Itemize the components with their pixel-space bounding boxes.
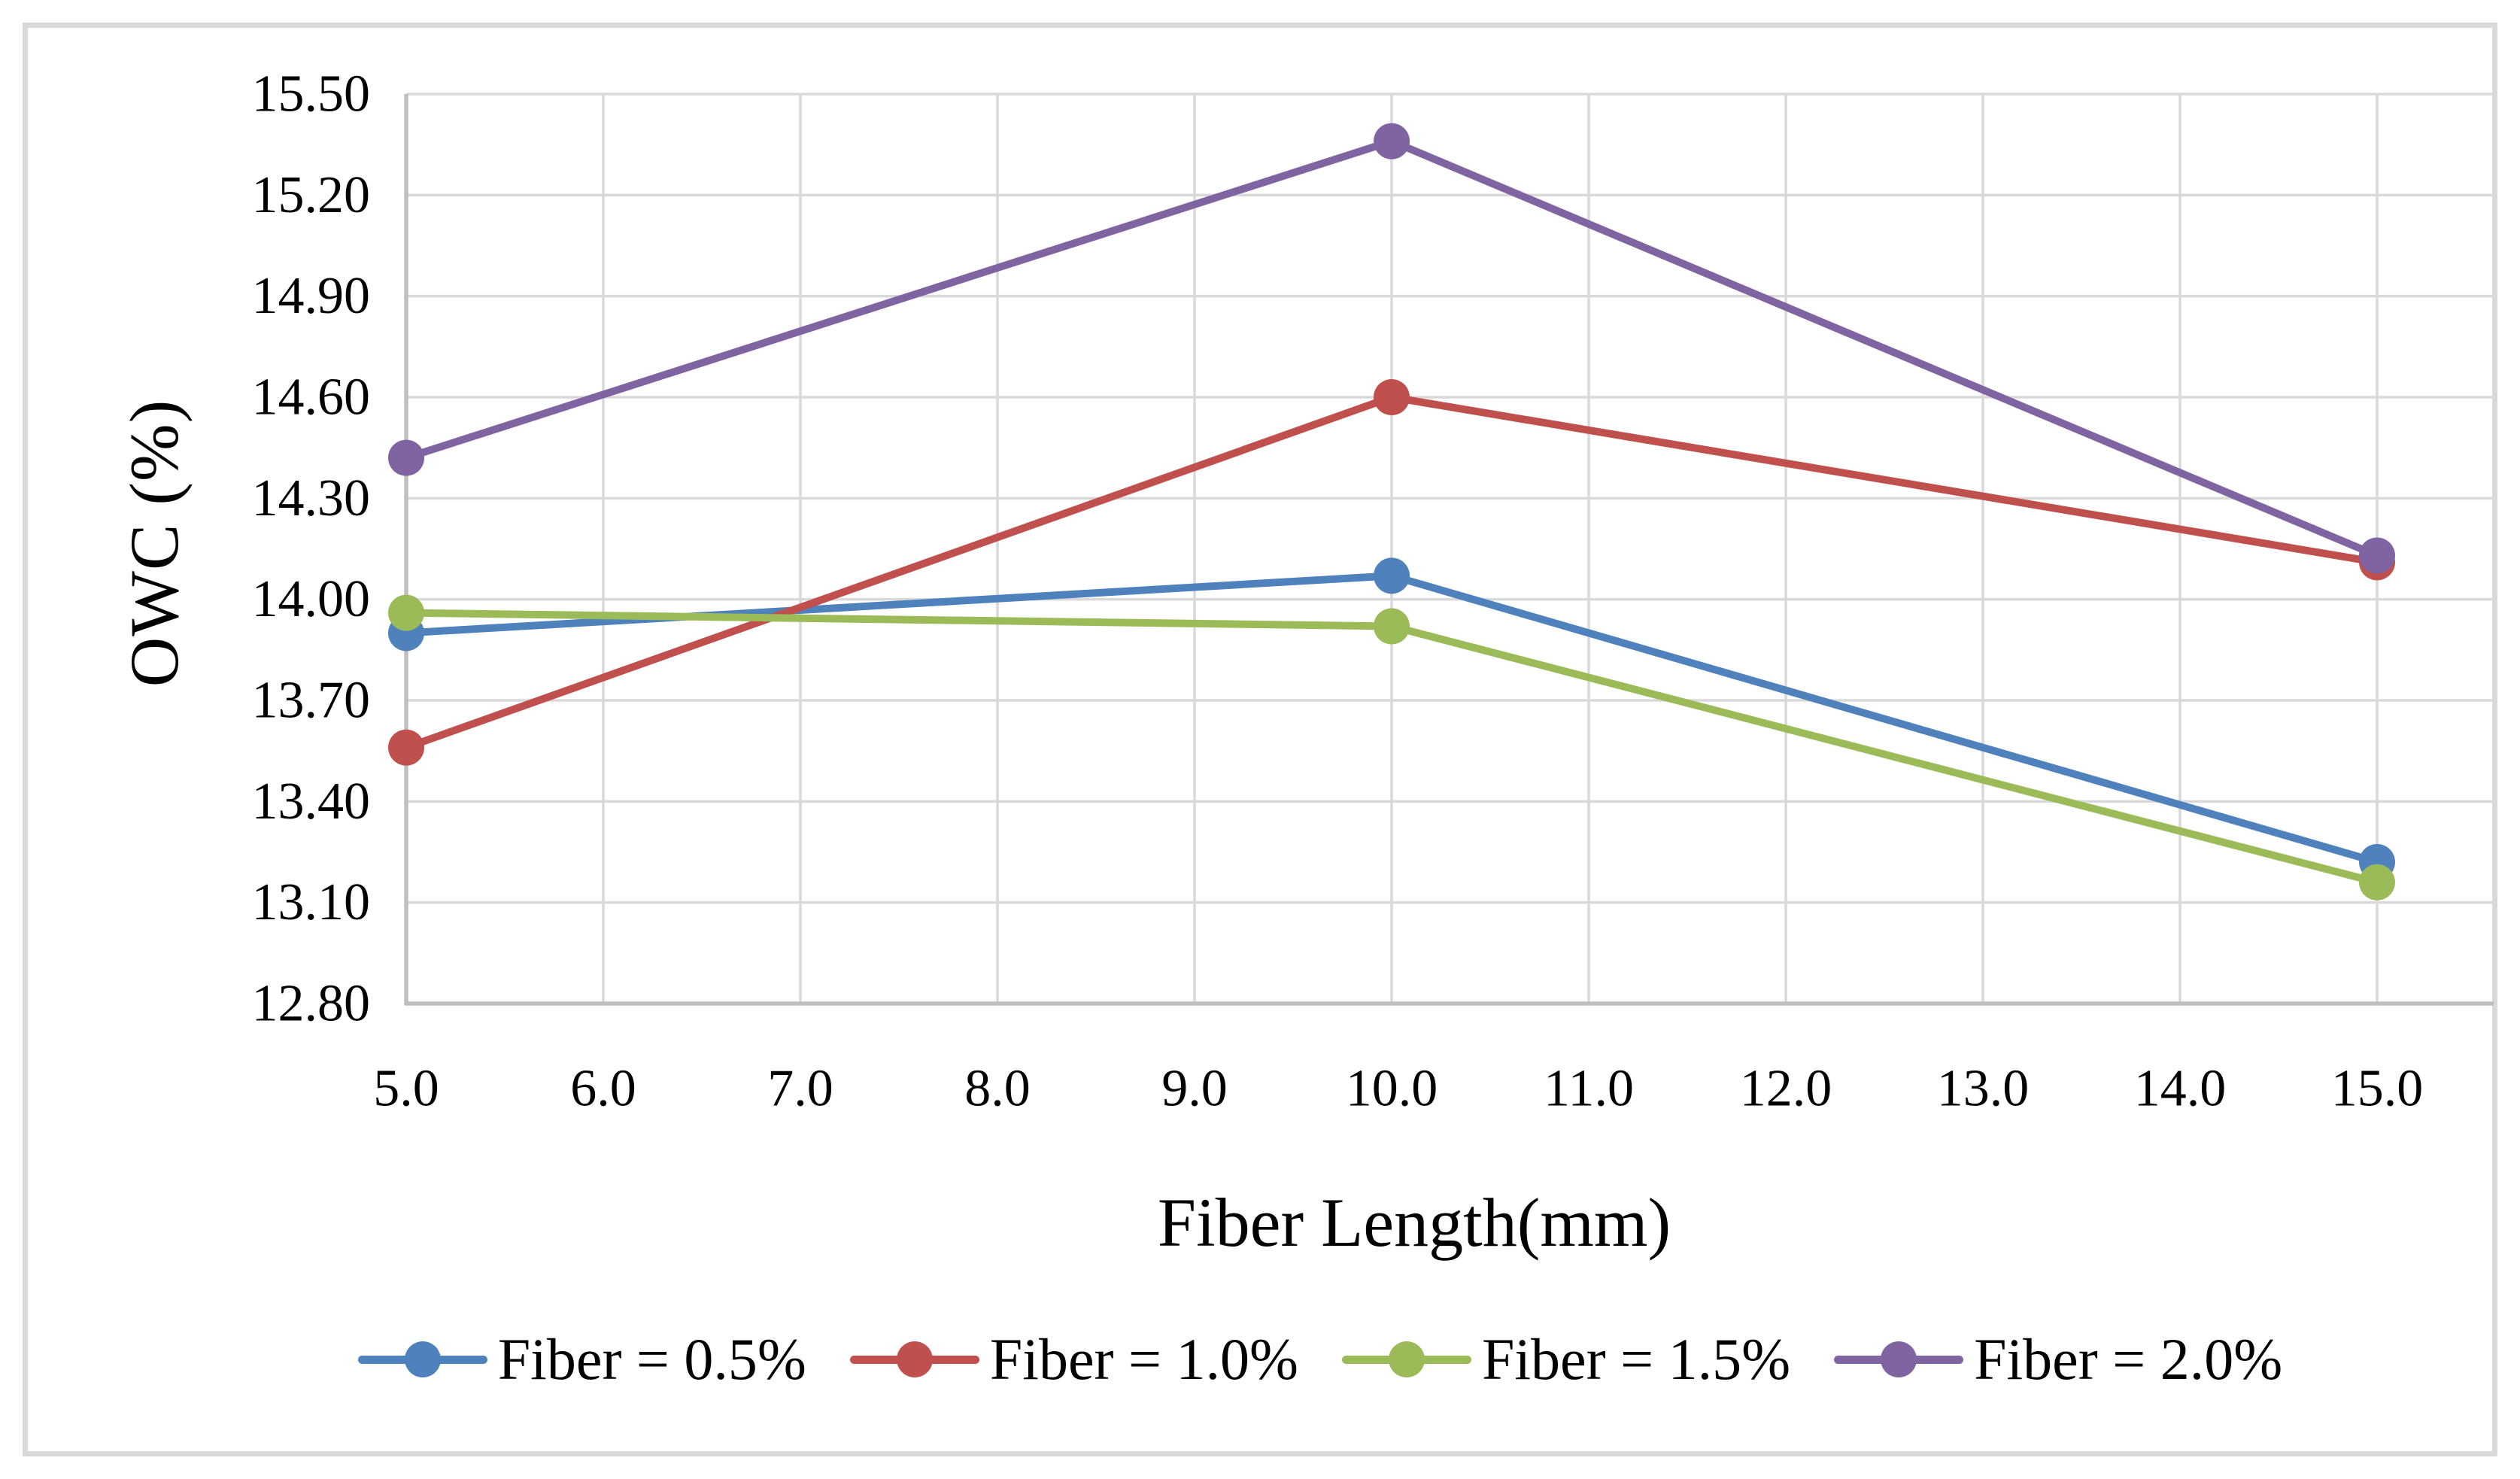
- y-axis-tick-label: 15.50: [252, 65, 371, 123]
- x-axis-tick-label: 12.0: [1740, 1060, 1832, 1118]
- y-axis-tick-label: 14.00: [252, 570, 371, 628]
- legend-label: Fiber = 1.0%: [989, 1326, 1298, 1392]
- series-marker-3: [388, 439, 424, 476]
- y-axis-tick-label: 14.60: [252, 369, 371, 427]
- legend-marker-icon: [849, 1341, 979, 1377]
- y-axis-title: OWC (%): [116, 399, 193, 688]
- legend-dot-swatch: [1389, 1341, 1425, 1377]
- y-axis-tick-label: 12.80: [252, 975, 371, 1033]
- legend-dot-swatch: [896, 1341, 933, 1377]
- series-marker-1: [388, 729, 424, 766]
- legend-marker-icon: [357, 1341, 487, 1377]
- series-marker-2: [388, 594, 424, 631]
- legend-dot-swatch: [404, 1341, 441, 1377]
- y-axis-tick-label: 13.70: [252, 672, 371, 730]
- legend-marker-icon: [1834, 1341, 1964, 1377]
- series-marker-3: [2359, 537, 2395, 574]
- series-marker-3: [1374, 123, 1410, 159]
- y-axis-tick-label: 13.10: [252, 873, 371, 931]
- series-marker-2: [1374, 608, 1410, 645]
- legend-item-3: Fiber = 2.0%: [1834, 1326, 2282, 1393]
- legend-item-0: Fiber = 0.5%: [357, 1326, 806, 1393]
- x-axis-tick-label: 13.0: [1937, 1060, 2030, 1118]
- legend-dot-swatch: [1881, 1341, 1917, 1377]
- legend-label: Fiber = 0.5%: [497, 1326, 806, 1392]
- x-axis-tick-label: 15.0: [2331, 1060, 2424, 1118]
- legend-item-1: Fiber = 1.0%: [849, 1326, 1298, 1393]
- y-axis-tick-label: 14.30: [252, 469, 371, 527]
- x-axis-tick-label: 7.0: [767, 1060, 833, 1118]
- legend-marker-icon: [1342, 1341, 1471, 1377]
- series-marker-1: [1374, 379, 1410, 415]
- series-marker-2: [2359, 864, 2395, 900]
- x-axis-tick-label: 6.0: [570, 1060, 636, 1118]
- x-axis-tick-label: 10.0: [1346, 1060, 1438, 1118]
- legend-label: Fiber = 1.5%: [1482, 1326, 1791, 1392]
- legend-item-2: Fiber = 1.5%: [1342, 1326, 1790, 1393]
- x-axis-tick-label: 9.0: [1161, 1060, 1228, 1118]
- x-axis-tick-label: 14.0: [2134, 1060, 2227, 1118]
- legend-label: Fiber = 2.0%: [1974, 1326, 2283, 1392]
- y-axis-tick-label: 14.90: [252, 267, 371, 325]
- x-axis-tick-label: 5.0: [373, 1060, 439, 1118]
- x-axis-tick-label: 8.0: [964, 1060, 1031, 1118]
- x-axis-tick-label: 11.0: [1544, 1060, 1634, 1118]
- legend: Fiber = 0.5% Fiber = 1.0% Fiber = 1.5% Fibe…: [120, 1326, 2520, 1393]
- series-marker-0: [1374, 557, 1410, 594]
- y-axis-tick-label: 15.20: [252, 166, 371, 224]
- y-axis-tick-label: 13.40: [252, 773, 371, 831]
- x-axis-title: Fiber Length(mm): [1157, 1184, 1671, 1261]
